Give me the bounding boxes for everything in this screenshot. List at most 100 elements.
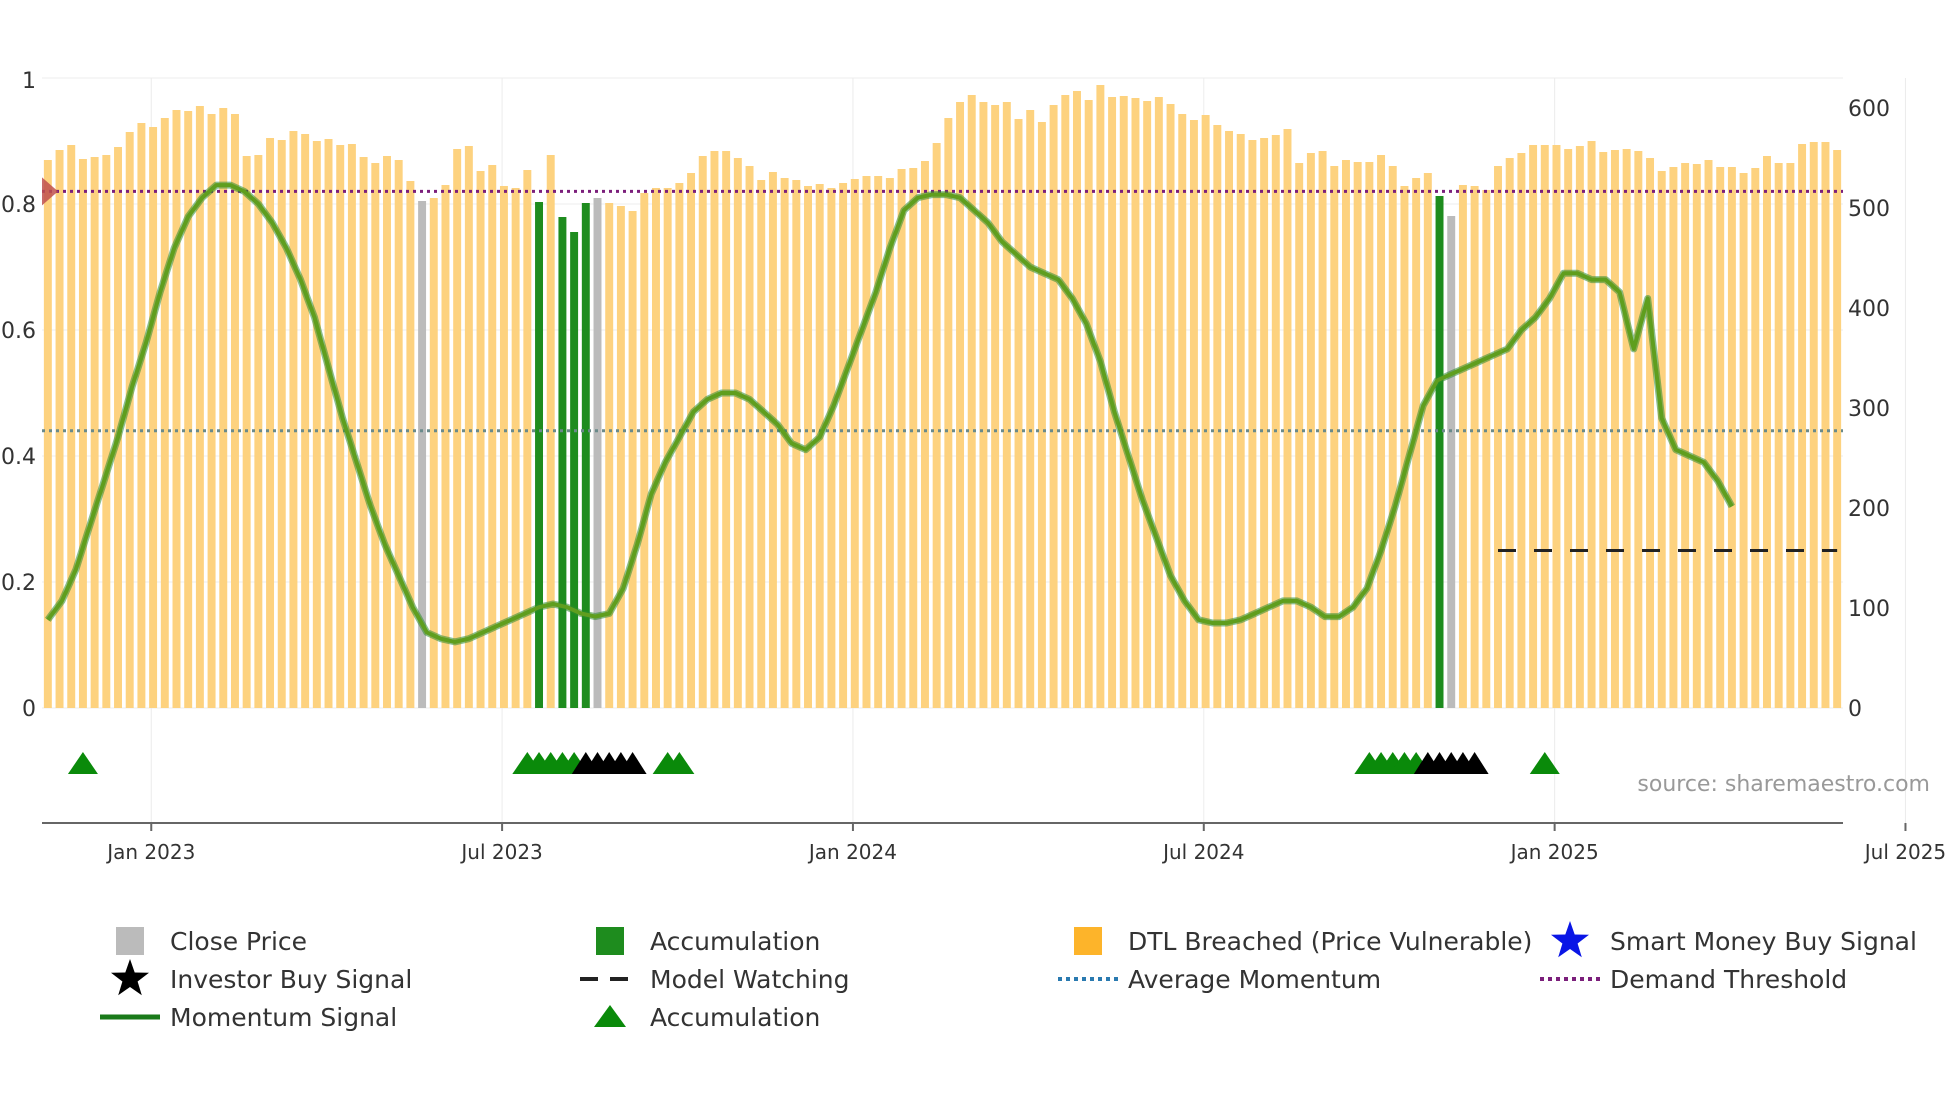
x-tick-label: Jul 2025 [1863,840,1946,864]
bar-dtl-breached [254,155,263,708]
legend-label: Accumulation [650,1003,820,1032]
right-tick-label: 0 [1848,697,1862,722]
bar-dtl-breached [1084,100,1093,708]
bar-dtl-breached [1751,168,1760,708]
bar-dtl-breached [1002,102,1011,708]
bar-dtl-breached [184,111,193,708]
bar-dtl-breached [476,171,485,708]
legend-label: Model Watching [650,965,850,994]
bar-dtl-breached [1225,131,1233,708]
bar-dtl-breached [1166,104,1175,708]
bar-dtl-breached [347,144,356,708]
bar-dtl-breached [920,161,929,708]
bar-accumulation [558,217,567,708]
bar-dtl-breached [616,206,625,708]
bar-dtl-breached [862,176,871,708]
bar-dtl-breached [675,183,684,708]
bar-dtl-breached [1622,149,1631,708]
bar-dtl-breached [1037,122,1046,708]
bar-dtl-breached [1494,166,1502,708]
x-tick-label: Jul 2023 [459,840,542,864]
bar-dtl-breached [909,168,918,708]
bar-dtl-breached [1727,167,1736,708]
bar-dtl-breached [523,170,532,708]
bar-dtl-breached [1330,166,1339,708]
bar-dtl-breached [1739,173,1748,708]
legend-item: Accumulation [594,1003,820,1032]
bar-dtl-breached [1201,115,1210,708]
bar-dtl-breached [1505,158,1514,708]
right-tick-label: 100 [1848,597,1890,622]
legend-marker [1074,927,1102,955]
bar-dtl-breached [195,106,204,708]
bar-dtl-breached [149,127,158,708]
bar-dtl-breached [546,155,555,708]
legend-item: Demand Threshold [1540,965,1847,994]
right-tick-label: 400 [1848,297,1890,322]
bar-dtl-breached [1236,134,1245,708]
momentum-signal-line [46,183,1734,644]
bar-dtl-breached [78,159,87,708]
left-tick-label: 0.4 [1,445,36,470]
axes: Jan 2023 Jul 2023 Jan 2024 Jul 2024 Jan 2025… [1,69,1946,864]
bar-dtl-breached [277,140,286,708]
bar-close-price [418,201,427,708]
legend-item: Average Momentum [1058,965,1381,994]
bar-dtl-breached [1821,142,1830,708]
x-tick-label: Jul 2024 [1161,840,1244,864]
bar-dtl-breached [944,118,953,708]
bar-dtl-breached [441,185,450,708]
bar-dtl-breached [359,157,368,708]
bar-dtl-breached [1716,167,1725,708]
bar-dtl-breached [1248,140,1257,708]
bar-dtl-breached [1482,190,1491,708]
source-label: source: sharemaestro.com [1637,772,1930,797]
bar-dtl-breached [1646,158,1655,708]
right-tick-label: 600 [1848,97,1890,122]
bar-dtl-breached [1458,185,1467,708]
threshold-marker [42,177,58,206]
right-tick-label: 300 [1848,397,1890,422]
bar-dtl-breached [897,169,906,708]
bar-dtl-breached [1388,166,1397,708]
bar-dtl-breached [1318,151,1327,708]
bar-accumulation [581,203,590,708]
legend-label: DTL Breached (Price Vulnerable) [1128,927,1532,956]
bar-dtl-breached [967,95,976,708]
right-tick-label: 200 [1848,497,1890,522]
accumulation-triangle [67,752,98,774]
bar-dtl-breached [1552,145,1561,708]
bar-dtl-breached [1189,120,1198,708]
bar-dtl-breached [90,157,99,708]
bar-dtl-breached [932,143,941,708]
x-tick-label: Jan 2023 [105,840,195,864]
bar-dtl-breached [324,139,333,708]
bar-dtl-breached [371,163,380,708]
bar-dtl-breached [652,188,660,708]
legend-marker [594,1005,626,1027]
bar-dtl-breached [1061,95,1070,708]
legend-item: Accumulation [596,927,820,956]
bar-close-price [1447,216,1456,708]
bar-dtl-breached [1213,125,1222,708]
bar-dtl-breached [207,114,216,708]
legend-label: Momentum Signal [170,1003,397,1032]
bar-dtl-breached [511,188,520,708]
bar-dtl-breached [429,198,438,708]
bar-dtl-breached [1587,141,1596,708]
bar-dtl-breached [1529,145,1538,708]
bar-dtl-breached [301,134,310,708]
bar-dtl-breached [1341,160,1350,708]
bar-dtl-breached [160,118,169,708]
bar-dtl-breached [1096,85,1105,708]
bar-dtl-breached [605,203,614,708]
legend-item: Close Price [116,927,307,956]
bar-dtl-breached [289,131,298,708]
bar-dtl-breached [55,150,64,708]
bar-dtl-breached [874,176,883,708]
left-tick-label: 0.6 [1,319,36,344]
bar-series [43,85,1842,708]
legend-label: Smart Money Buy Signal [1610,927,1917,956]
bar-dtl-breached [219,108,228,708]
left-tick-label: 0.8 [1,193,36,218]
